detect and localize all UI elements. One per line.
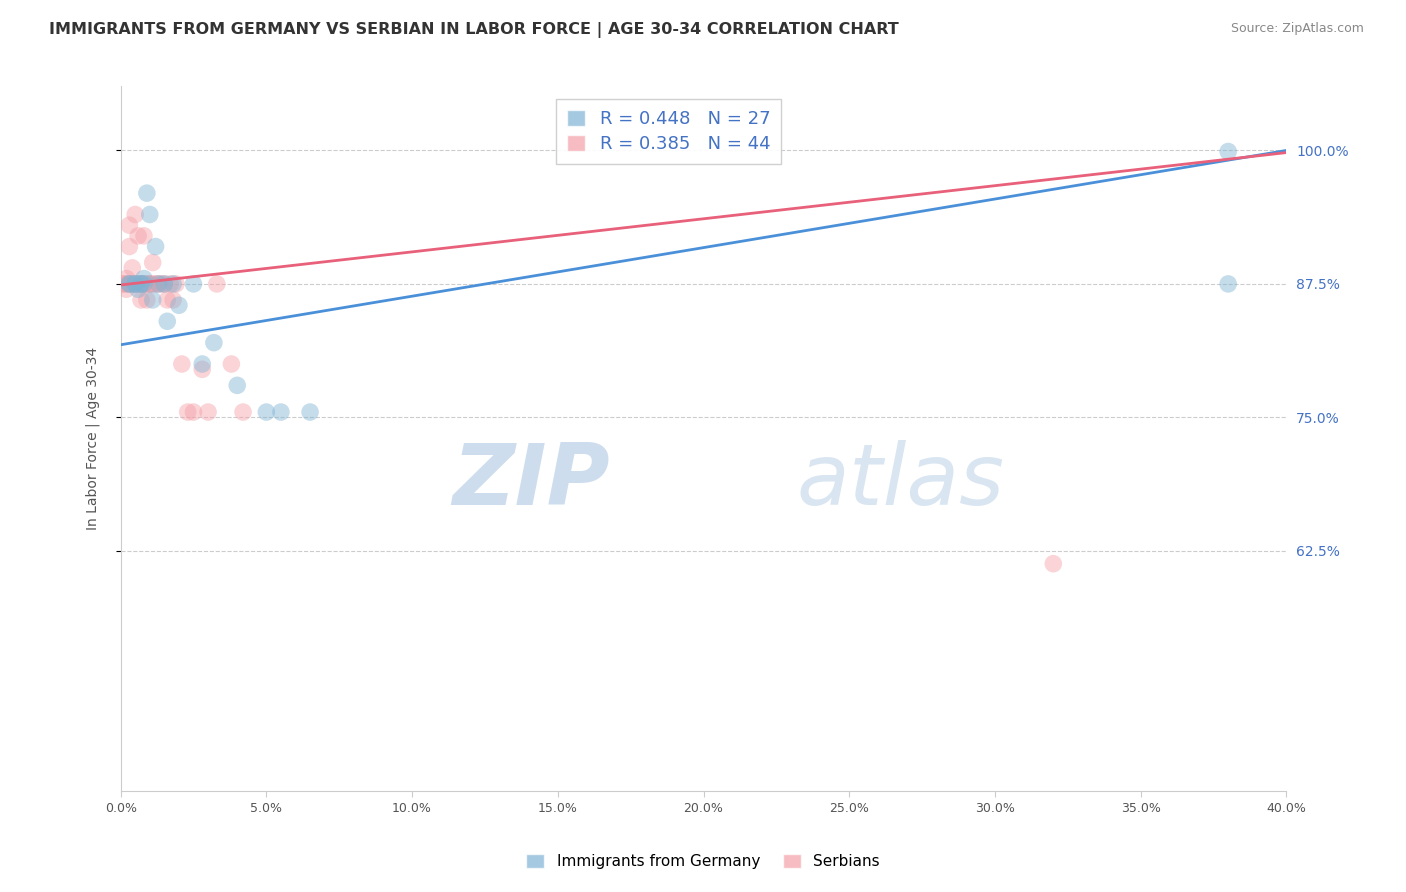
Point: [1218, 145, 1240, 159]
Y-axis label: In Labor Force | Age 30-34: In Labor Force | Age 30-34: [86, 347, 100, 531]
Point: [145, 239, 167, 253]
Point: [159, 277, 181, 291]
Point: [115, 282, 138, 296]
Point: [127, 282, 149, 296]
Text: atlas: atlas: [797, 440, 1005, 523]
Legend: R = 0.448   N = 27, R = 0.385   N = 44: R = 0.448 N = 27, R = 0.385 N = 44: [557, 99, 780, 164]
Point: [142, 277, 165, 291]
Point: [129, 277, 152, 291]
Point: [139, 277, 162, 291]
Point: [165, 277, 187, 291]
Point: [142, 255, 165, 269]
Point: [129, 277, 152, 291]
Point: [132, 271, 155, 285]
Point: [124, 277, 146, 291]
Point: [202, 335, 225, 350]
Point: [139, 277, 162, 291]
Point: [132, 228, 155, 243]
Point: [124, 277, 146, 291]
Point: [118, 218, 141, 232]
Point: [156, 314, 179, 328]
Point: [132, 277, 155, 291]
Point: [176, 405, 198, 419]
Point: [226, 378, 249, 392]
Point: [112, 277, 135, 291]
Point: [129, 277, 152, 291]
Point: [118, 239, 141, 253]
Point: [129, 293, 152, 307]
Point: [118, 277, 141, 291]
Point: [183, 405, 205, 419]
Point: [139, 207, 162, 221]
Point: [162, 277, 184, 291]
Point: [118, 277, 141, 291]
Point: [150, 277, 173, 291]
Point: [148, 277, 170, 291]
Point: [142, 293, 165, 307]
Point: [118, 277, 141, 291]
Point: [197, 405, 219, 419]
Point: [135, 186, 157, 201]
Point: [112, 277, 135, 291]
Point: [270, 405, 292, 419]
Point: [132, 277, 155, 291]
Legend: Immigrants from Germany, Serbians: Immigrants from Germany, Serbians: [520, 848, 886, 875]
Point: [121, 277, 143, 291]
Point: [167, 298, 190, 312]
Point: [148, 277, 170, 291]
Point: [153, 277, 176, 291]
Text: IMMIGRANTS FROM GERMANY VS SERBIAN IN LABOR FORCE | AGE 30-34 CORRELATION CHART: IMMIGRANTS FROM GERMANY VS SERBIAN IN LA…: [49, 22, 898, 38]
Point: [124, 277, 146, 291]
Point: [135, 293, 157, 307]
Point: [121, 277, 143, 291]
Point: [170, 357, 193, 371]
Point: [232, 405, 254, 419]
Point: [124, 277, 146, 291]
Text: Source: ZipAtlas.com: Source: ZipAtlas.com: [1230, 22, 1364, 36]
Point: [135, 277, 157, 291]
Point: [121, 260, 143, 275]
Point: [129, 277, 152, 291]
Point: [183, 277, 205, 291]
Point: [191, 357, 214, 371]
Point: [153, 277, 176, 291]
Point: [156, 293, 179, 307]
Point: [1042, 557, 1064, 571]
Point: [299, 405, 322, 419]
Point: [115, 271, 138, 285]
Point: [145, 277, 167, 291]
Point: [124, 207, 146, 221]
Point: [254, 405, 277, 419]
Point: [221, 357, 243, 371]
Point: [127, 277, 149, 291]
Point: [115, 277, 138, 291]
Point: [1218, 277, 1240, 291]
Point: [191, 362, 214, 376]
Point: [162, 293, 184, 307]
Point: [127, 228, 149, 243]
Text: ZIP: ZIP: [453, 440, 610, 523]
Point: [205, 277, 228, 291]
